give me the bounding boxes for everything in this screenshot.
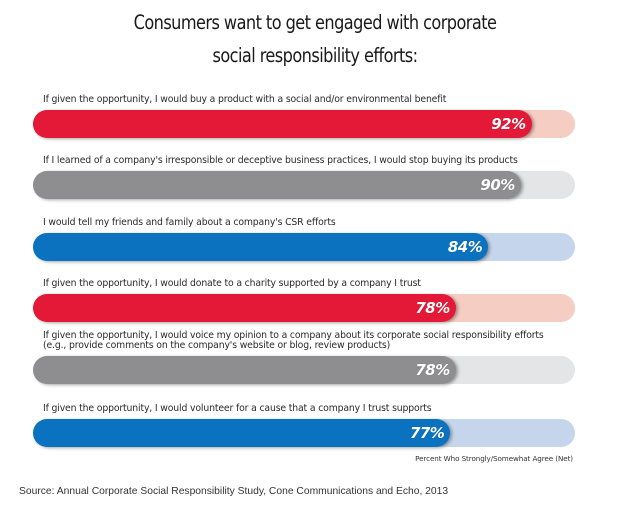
chart-title-line-1: Consumers want to get engaged with corpo… bbox=[133, 11, 497, 34]
bar-track: 84% bbox=[33, 233, 575, 261]
bar-fill bbox=[33, 171, 521, 199]
bar-fill bbox=[33, 233, 489, 261]
bar-label: I would tell my friends and family about… bbox=[43, 217, 336, 228]
bar-label: If given the opportunity, I would donate… bbox=[43, 278, 421, 289]
bar-value-label: 78% bbox=[415, 361, 450, 379]
bar-label: If given the opportunity, I would buy a … bbox=[43, 94, 447, 105]
bar-fill bbox=[33, 356, 456, 384]
bar-value-label: 90% bbox=[480, 176, 515, 194]
bar-track: 78% bbox=[33, 294, 575, 322]
bar-value-label: 78% bbox=[415, 299, 450, 317]
bar-value-label: 92% bbox=[491, 115, 526, 133]
bar-label: If I learned of a company's irresponsibl… bbox=[43, 155, 518, 166]
bar-value-label: 77% bbox=[409, 424, 445, 442]
bar-value-label: 84% bbox=[447, 238, 483, 256]
bar-fill bbox=[33, 419, 451, 447]
bar-track: 78% bbox=[33, 356, 575, 384]
bar-fill bbox=[33, 294, 456, 322]
bar-track: 92% bbox=[33, 110, 575, 138]
axis-note: Percent Who Strongly/Somewhat Agree (Net… bbox=[415, 454, 573, 463]
bar-label: If given the opportunity, I would voice … bbox=[43, 330, 544, 341]
bar-label: (e.g., provide comments on the company's… bbox=[43, 340, 391, 351]
bar-fill bbox=[33, 110, 532, 138]
bar-label: If given the opportunity, I would volunt… bbox=[43, 403, 432, 414]
bar-track: 90% bbox=[33, 171, 575, 199]
source-citation: Source: Annual Corporate Social Responsi… bbox=[19, 486, 449, 497]
chart-title-line-2: social responsibility efforts: bbox=[212, 44, 418, 67]
chart-title: Consumers want to get engaged with corpo… bbox=[25, 6, 605, 72]
bar-track: 77% bbox=[33, 419, 575, 447]
